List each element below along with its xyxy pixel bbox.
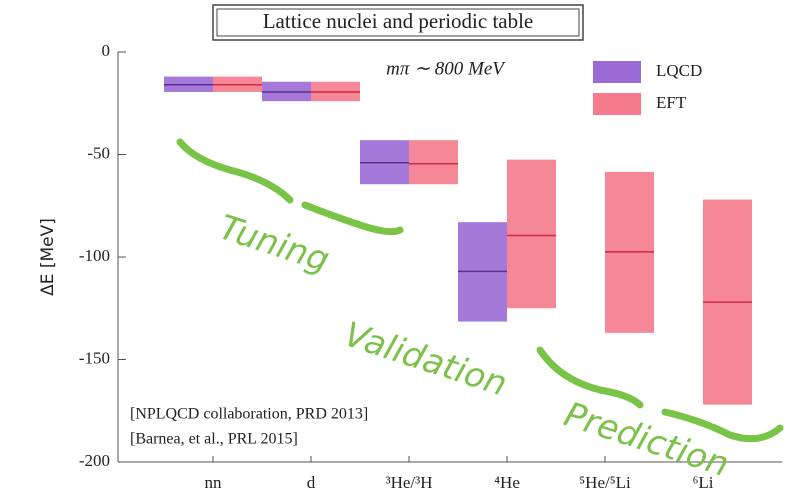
legend-swatch <box>593 93 641 115</box>
legend-label: EFT <box>656 93 687 112</box>
annotation: mπ ∼ 800 MeV <box>386 58 506 79</box>
range-box <box>507 160 556 309</box>
y-tick-label: -150 <box>79 348 110 367</box>
x-tick-label: ⁴He <box>494 473 520 492</box>
y-tick-label: -50 <box>87 143 110 162</box>
swoosh <box>540 350 640 405</box>
legend-swatch <box>593 61 641 83</box>
reference: [NPLQCD collaboration, PRD 2013] <box>130 406 368 423</box>
swoosh <box>180 142 290 200</box>
handwritten-note: Validation <box>339 315 511 405</box>
y-axis-label: ΔE [MeV] <box>38 218 58 296</box>
x-tick-label: d <box>307 473 316 492</box>
y-tick-label: -200 <box>79 451 110 470</box>
range-box <box>409 140 458 184</box>
x-tick-label: ⁵He/⁵Li <box>579 473 631 492</box>
y-tick-label: 0 <box>102 41 111 60</box>
swoosh <box>305 205 400 232</box>
reference: [Barnea, et al., PRL 2015] <box>130 431 298 448</box>
chart: -200 -150 -100 -50 0 LQCD EFT nn d ³He/³H ⁴He ⁵He/⁵… <box>0 0 792 498</box>
handwritten-note: Tuning <box>214 208 334 281</box>
chart-title: Lattice nuclei and periodic table <box>263 9 534 33</box>
handwritten-note: Prediction <box>559 395 733 486</box>
legend-label: LQCD <box>656 61 702 80</box>
plot: -200 -150 -100 -50 0 LQCD EFT nn d ³He/³H ⁴He ⁵He/⁵… <box>79 41 782 492</box>
y-tick-label: -100 <box>79 246 110 265</box>
x-tick-label: ³He/³H <box>385 473 432 492</box>
x-tick-label: nn <box>205 473 223 492</box>
